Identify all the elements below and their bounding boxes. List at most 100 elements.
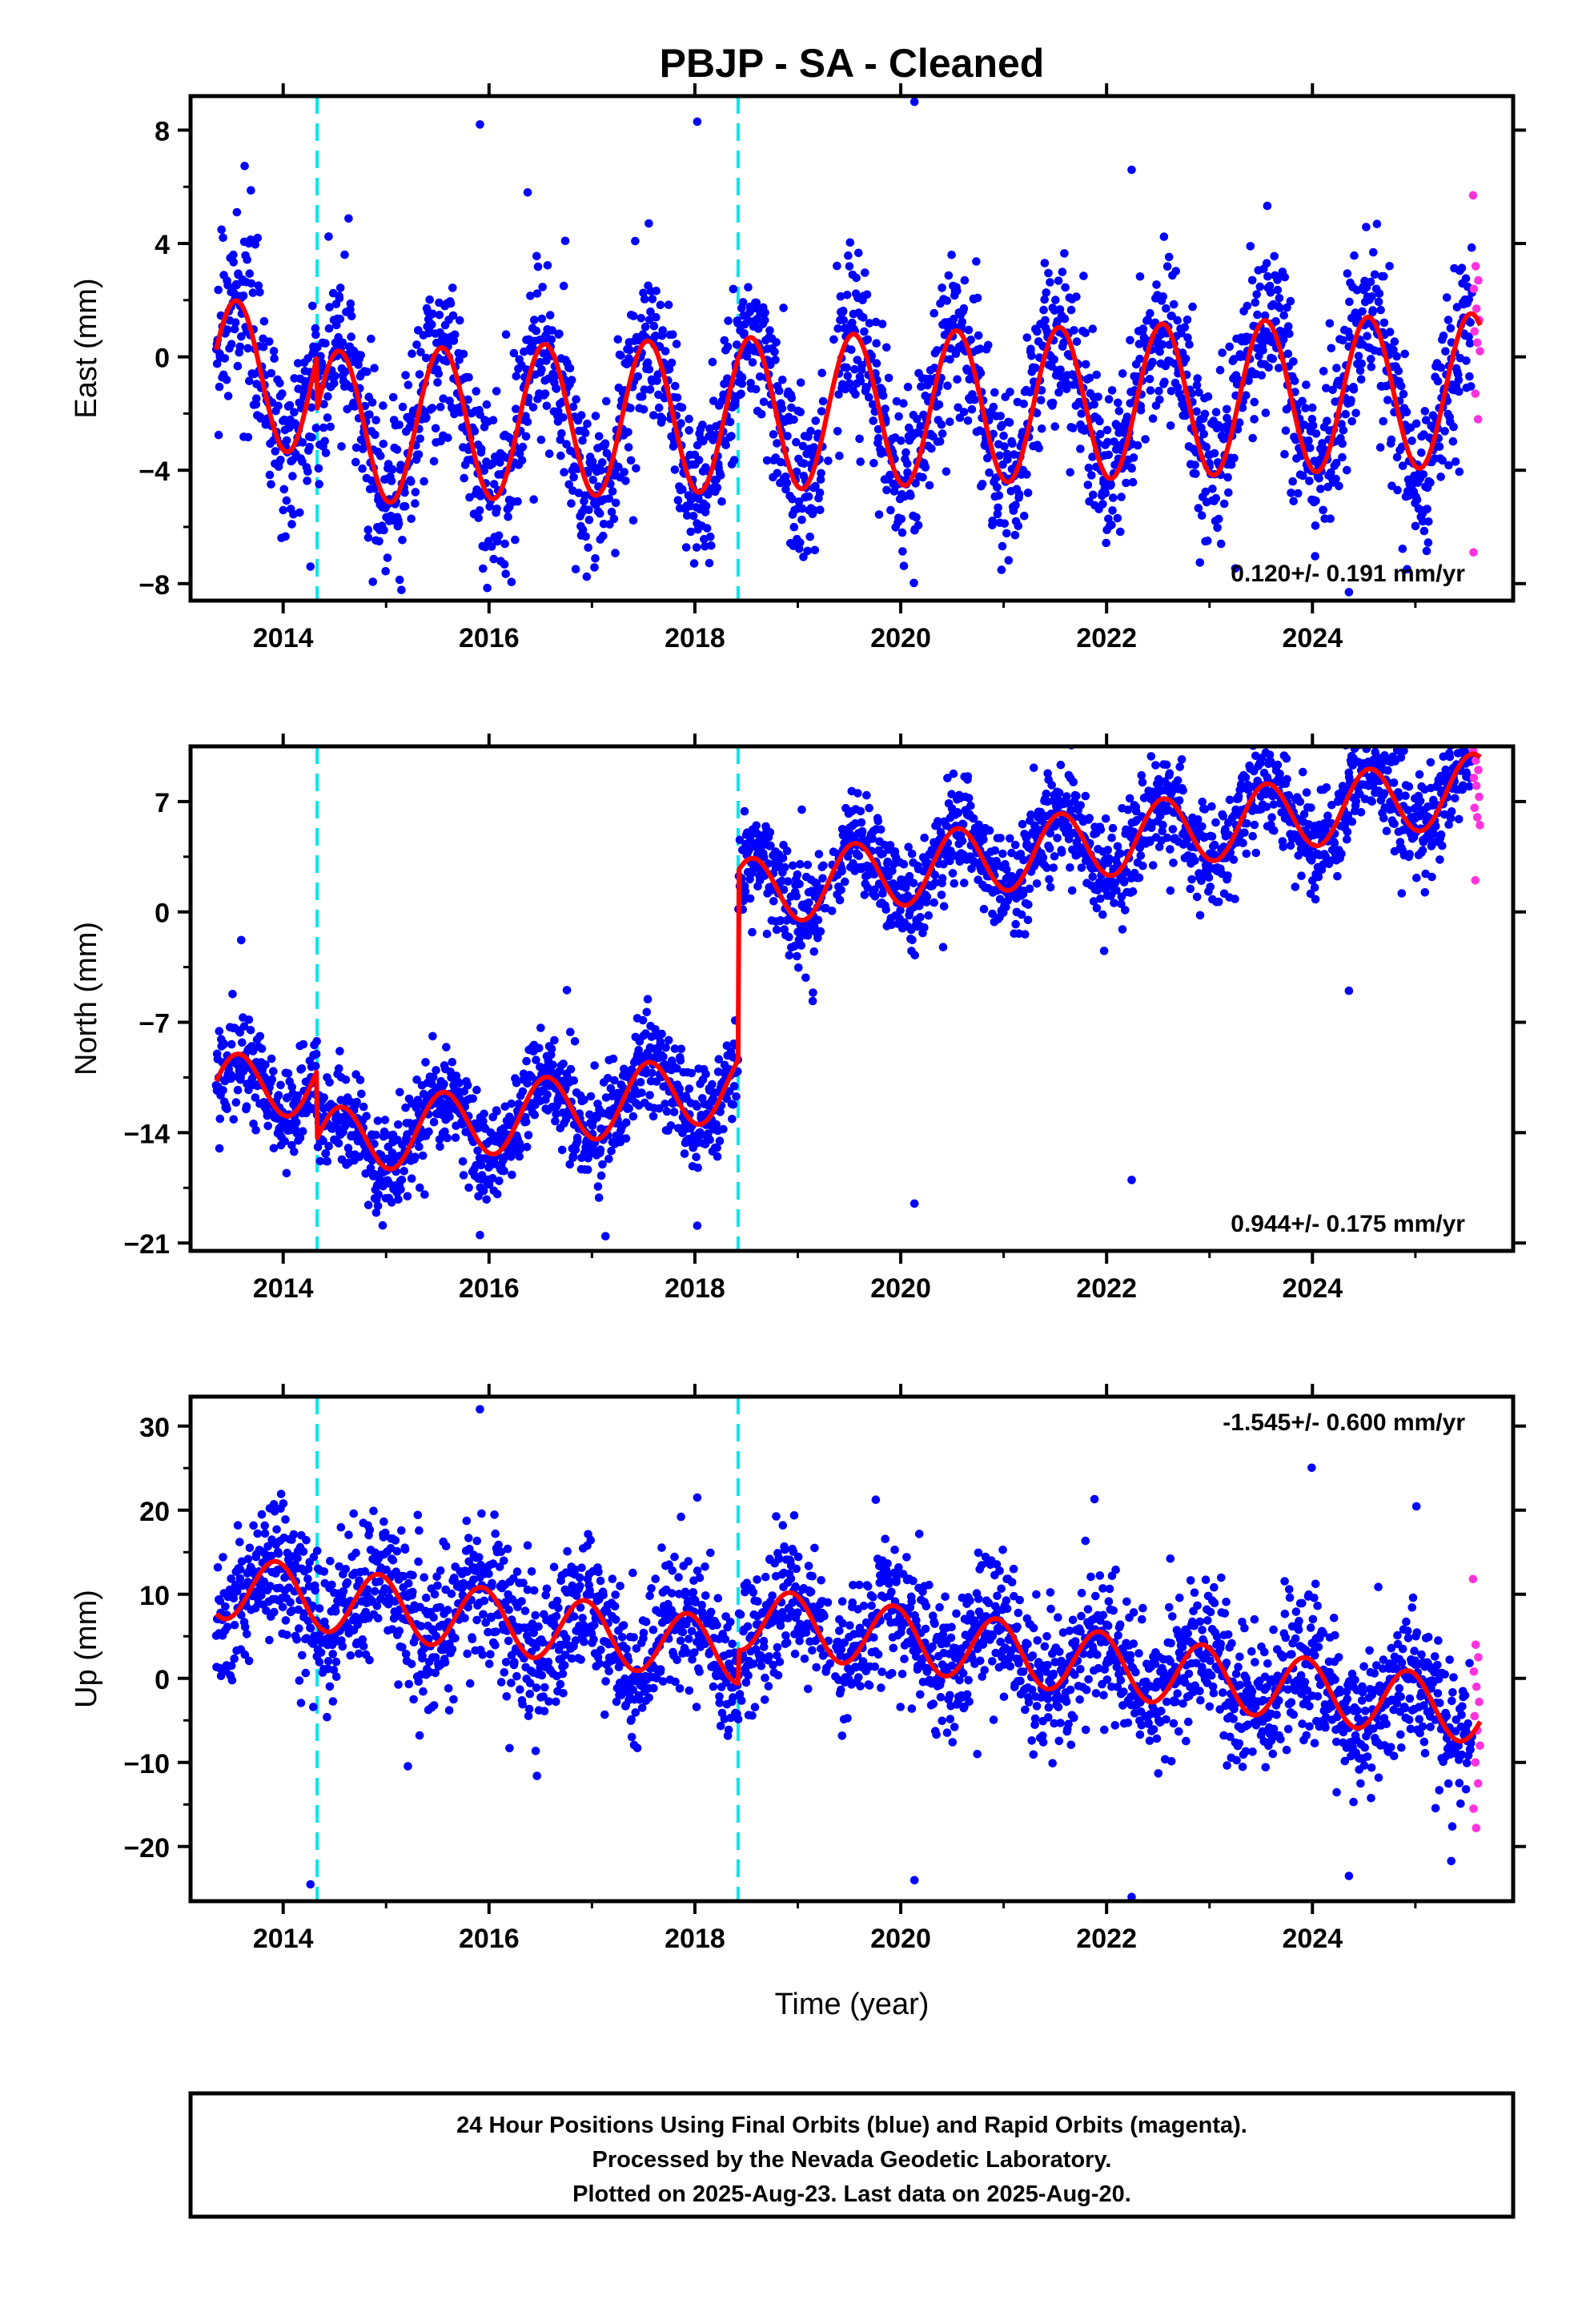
final-orbit-point: [1291, 883, 1300, 891]
final-orbit-point: [500, 560, 509, 569]
final-orbit-point: [484, 1180, 494, 1189]
final-orbit-point: [408, 349, 416, 359]
final-orbit-point: [920, 923, 929, 932]
final-orbit-point: [797, 805, 806, 814]
final-orbit-point: [811, 481, 820, 491]
final-orbit-point: [1307, 415, 1317, 424]
final-orbit-point: [1064, 834, 1074, 844]
final-orbit-point: [340, 367, 350, 376]
final-orbit-point: [537, 365, 546, 374]
final-orbit-point: [1366, 277, 1375, 287]
final-orbit-point: [215, 382, 224, 392]
final-orbit-point: [227, 340, 236, 349]
final-orbit-point: [1089, 490, 1098, 500]
final-orbit-point: [321, 339, 330, 348]
final-orbit-point: [428, 1031, 437, 1041]
final-orbit-point: [1454, 376, 1464, 384]
final-orbit-point: [1076, 801, 1085, 810]
final-orbit-point: [411, 499, 420, 508]
final-orbit-point: [363, 533, 373, 542]
final-orbit-point: [1076, 444, 1085, 453]
final-orbit-point: [659, 1052, 668, 1061]
final-orbit-point: [704, 490, 713, 499]
final-orbit-point: [998, 849, 1007, 858]
final-orbit-point: [976, 368, 986, 378]
final-orbit-point: [1173, 316, 1182, 325]
final-orbit-point: [1062, 792, 1071, 801]
final-orbit-point: [1158, 820, 1167, 830]
final-orbit-point: [1056, 760, 1066, 770]
final-orbit-point: [578, 436, 587, 445]
final-orbit-point: [428, 1080, 436, 1088]
final-orbit-point: [1347, 416, 1356, 426]
final-orbit-point: [243, 432, 253, 442]
final-orbit-point: [593, 1182, 603, 1191]
model-fit-line: [214, 298, 1483, 505]
final-orbit-point: [990, 846, 1000, 855]
final-orbit-point: [606, 1084, 616, 1093]
final-orbit-point: [217, 225, 227, 235]
final-orbit-point: [632, 464, 640, 473]
final-orbit-point: [1173, 776, 1182, 785]
final-orbit-point: [367, 398, 377, 407]
final-orbit-point: [468, 1094, 477, 1104]
final-orbit-point: [251, 1126, 260, 1135]
final-orbit-point: [1174, 796, 1184, 805]
final-orbit-point: [787, 393, 797, 403]
final-orbit-point: [586, 1092, 596, 1101]
final-orbit-point: [621, 476, 630, 485]
final-orbit-point: [705, 1135, 714, 1144]
final-orbit-point: [687, 1068, 697, 1078]
final-orbit-point: [816, 505, 825, 514]
final-orbit-point: [760, 853, 769, 862]
final-orbit-point: [708, 357, 717, 367]
final-orbit-point: [269, 347, 279, 356]
final-orbit-point: [1254, 721, 1263, 730]
final-orbit-point: [1143, 315, 1152, 324]
final-orbit-point: [599, 531, 608, 541]
final-orbit-point: [1063, 822, 1073, 831]
final-orbit-point: [215, 1027, 224, 1035]
final-orbit-point: [1421, 416, 1431, 424]
final-orbit-point: [598, 458, 607, 467]
final-orbit-point: [434, 369, 444, 378]
final-orbit-point: [716, 471, 725, 480]
final-orbit-point: [722, 1041, 732, 1050]
final-orbit-point: [769, 430, 778, 439]
final-orbit-point: [755, 372, 765, 381]
final-orbit-point: [448, 311, 458, 320]
final-orbit-point: [238, 1038, 247, 1047]
final-orbit-point: [1192, 380, 1202, 390]
final-orbit-point: [1138, 861, 1147, 870]
final-orbit-point: [1308, 876, 1317, 885]
final-orbit-point: [748, 358, 757, 367]
final-orbit-point: [1392, 452, 1402, 462]
final-orbit-point: [1392, 352, 1401, 361]
final-orbit-point: [1238, 403, 1247, 412]
final-orbit-point: [436, 402, 445, 412]
final-orbit-point: [925, 480, 934, 490]
final-orbit-point: [1021, 930, 1030, 939]
final-orbit-point: [713, 1143, 721, 1152]
final-orbit-point: [933, 346, 942, 355]
final-orbit-point: [673, 1063, 681, 1073]
final-orbit-point: [796, 408, 805, 416]
final-orbit-point: [532, 1055, 540, 1064]
final-orbit-point: [479, 1186, 488, 1196]
final-orbit-point: [624, 428, 632, 436]
final-orbit-point: [363, 1200, 373, 1209]
final-orbit-point: [596, 466, 605, 475]
final-orbit-point: [1069, 424, 1078, 432]
final-orbit-point: [1154, 842, 1164, 851]
final-orbit-point: [918, 472, 927, 482]
final-orbit-point: [1077, 409, 1086, 418]
final-orbit-point: [373, 1201, 383, 1211]
final-orbit-point: [489, 480, 499, 489]
final-orbit-point: [793, 951, 801, 961]
final-orbit-point: [1145, 375, 1154, 384]
final-orbit-point: [642, 1007, 652, 1017]
final-orbit-point: [1250, 820, 1259, 830]
y-tick-label: 4: [155, 230, 170, 260]
final-orbit-point: [298, 1127, 307, 1136]
final-orbit-point: [543, 1090, 552, 1100]
